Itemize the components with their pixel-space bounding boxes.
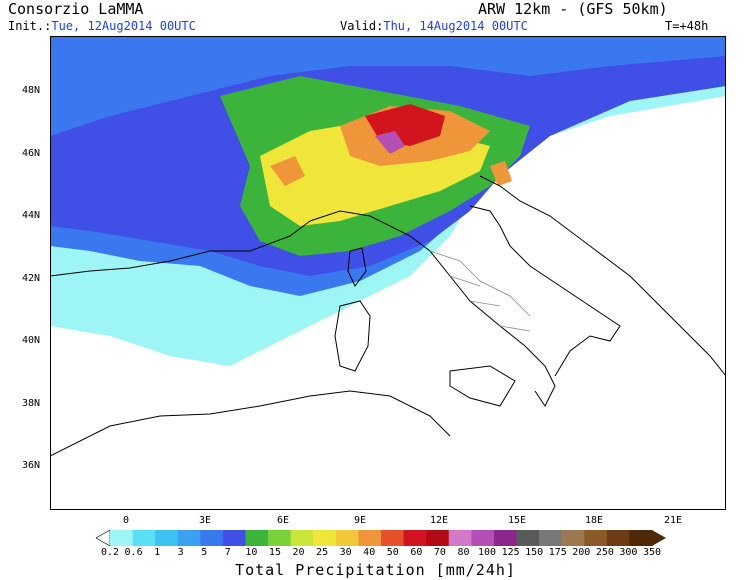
lead-time: T=+48h	[665, 19, 709, 33]
precip-orange-spot	[270, 156, 305, 186]
colorbar-swatch	[313, 530, 337, 546]
lon-label: 0	[122, 515, 130, 526]
colorbar-swatch	[606, 530, 630, 546]
colorbar-swatch	[290, 530, 314, 546]
colorbar-swatch	[155, 530, 179, 546]
colorbar-swatch	[471, 530, 495, 546]
lon-label: 12E	[429, 515, 449, 526]
colorbar-tick-label: 175	[548, 547, 567, 558]
lon-label: 9E	[353, 515, 367, 526]
colorbar-tick-label: 10	[245, 547, 258, 558]
lat-label: 40N	[22, 335, 41, 346]
valid-time: Valid:Thu, 14Aug2014 00UTC	[340, 19, 528, 33]
precipitation-map	[50, 36, 726, 510]
precip-orange-spot-east	[490, 161, 512, 186]
coastline-italy-east	[469, 205, 621, 377]
valid-label: Valid:	[340, 19, 384, 33]
coastline-italy-west	[309, 210, 556, 407]
precipitation-field	[50, 36, 726, 366]
colorbar-swatch	[245, 530, 269, 546]
valid-value: Thu, 14Aug2014 00UTC	[383, 19, 528, 33]
lon-label: 18E	[584, 515, 604, 526]
colorbar-tick-label: 5	[201, 547, 208, 558]
colorbar-swatch	[200, 530, 224, 546]
init-label: Init.:	[8, 19, 52, 33]
colorbar-tick-label: 100	[478, 547, 497, 558]
lat-label: 38N	[22, 398, 41, 409]
colorbar-swatch	[493, 530, 517, 546]
lon-label: 15E	[507, 515, 527, 526]
lat-label: 42N	[22, 273, 41, 284]
colorbar-tick-label: 80	[457, 547, 470, 558]
colorbar-title: Total Precipitation [mm/24h]	[235, 561, 516, 579]
colorbar-swatch	[358, 530, 382, 546]
lon-label: 21E	[663, 515, 683, 526]
lat-label: 46N	[22, 148, 41, 159]
colorbar-tick-label: 200	[572, 547, 591, 558]
colorbar-tick-label: 300	[619, 547, 638, 558]
colorbar-swatch	[381, 530, 404, 546]
colorbar-swatch	[222, 530, 246, 546]
colorbar-max-arrow	[652, 530, 666, 546]
colorbar-swatch	[516, 530, 540, 546]
region-borders	[429, 250, 531, 332]
colorbar-swatch	[177, 530, 201, 546]
lon-label: 3E	[198, 515, 212, 526]
init-time: Init.:Tue, 12Aug2014 00UTC	[8, 19, 196, 33]
lon-label: 6E	[276, 515, 290, 526]
border-italy-regions	[429, 250, 531, 332]
colorbar-tick-label: 3	[177, 547, 184, 558]
colorbar-tick-label: 60	[410, 547, 423, 558]
colorbar-min-arrow	[96, 530, 111, 546]
coast-africa	[50, 390, 451, 457]
coastlines	[50, 175, 726, 457]
colorbar-tick-label: 30	[339, 547, 352, 558]
colorbar-swatch	[539, 530, 562, 546]
colorbar-swatch	[448, 530, 472, 546]
colorbar-tick-label: 150	[525, 547, 544, 558]
lat-label: 36N	[22, 460, 41, 471]
colorbar-swatch	[403, 530, 427, 546]
colorbar-swatch	[268, 530, 291, 546]
map-frame	[50, 36, 726, 510]
title: Consorzio LaMMA	[8, 0, 144, 18]
coastline-france-spain	[50, 220, 311, 277]
colorbar-swatch	[629, 530, 653, 546]
colorbar-tick-label: 0.6	[124, 547, 143, 558]
colorbar-swatch	[132, 530, 156, 546]
colorbar-tick-label: 70	[433, 547, 446, 558]
colorbar-tick-label: 40	[363, 547, 376, 558]
precip-magenta-area	[375, 131, 405, 154]
precip-light-sea-patch	[190, 326, 245, 366]
colorbar-tick-label: 125	[501, 547, 520, 558]
coast-corsica	[347, 247, 367, 287]
coast-sicily	[449, 365, 516, 407]
colorbar-swatch	[335, 530, 359, 546]
colorbar-tick-label: 0.2	[100, 547, 120, 558]
colorbar-tick-label: 20	[292, 547, 305, 558]
colorbar-swatch	[426, 530, 450, 546]
init-value: Tue, 12Aug2014 00UTC	[51, 19, 196, 33]
colorbar-swatch	[110, 530, 133, 546]
colorbar-tick-label: 350	[642, 547, 662, 558]
colorbar-tick-label: 15	[268, 547, 281, 558]
coast-sardinia	[334, 300, 371, 372]
colorbar	[96, 530, 666, 546]
colorbar-tick-label: 25	[316, 547, 329, 558]
colorbar-tick-label: 50	[386, 547, 399, 558]
model-info: ARW 12km - (GFS 50km)	[478, 0, 668, 18]
colorbar-tick-label: 1	[154, 547, 161, 558]
lat-label: 44N	[22, 210, 41, 221]
coastline-balkans	[479, 175, 726, 377]
colorbar-tick-label: 250	[595, 547, 614, 558]
colorbar-swatch	[561, 530, 585, 546]
colorbar-tick-label: 7	[224, 547, 231, 558]
colorbar-swatch	[584, 530, 608, 546]
lat-label: 48N	[22, 85, 41, 96]
